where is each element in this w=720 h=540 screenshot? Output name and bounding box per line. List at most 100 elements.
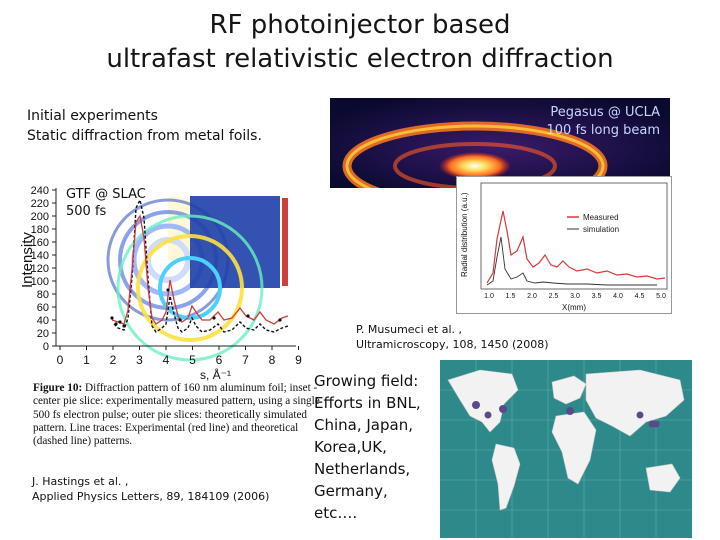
intensity-plot-svg: Intensity 0 20406080100120140160180200220… bbox=[19, 185, 302, 382]
radial-x-tick-label: 1.0 bbox=[484, 293, 494, 300]
data-point bbox=[122, 324, 126, 328]
data-point bbox=[212, 316, 216, 320]
data-point bbox=[178, 318, 182, 322]
caption-bold: Figure 10: bbox=[33, 382, 83, 394]
reference-hastings: J. Hastings et al. , Applied Physics Let… bbox=[32, 474, 269, 504]
radial-xlabel: X(mm) bbox=[562, 303, 586, 312]
radial-x-tick-label: 4.5 bbox=[635, 293, 645, 300]
data-point bbox=[166, 288, 170, 292]
x-tick-label: 5 bbox=[189, 353, 196, 367]
caption-text: Diffraction pattern of 160 nm aluminum f… bbox=[33, 382, 320, 448]
x-tick-label: 7 bbox=[242, 353, 249, 367]
x-tick-label: 0 bbox=[57, 353, 64, 367]
intensity-xticks: 0 1 2 3 4 5 6 7 8 9 bbox=[57, 346, 302, 367]
y-tick-label: 40 bbox=[37, 315, 49, 327]
y-tick-label: 140 bbox=[31, 250, 49, 262]
legend-measured-label: Measured bbox=[583, 213, 619, 222]
growing-line-6: Germany, etc…. bbox=[314, 482, 388, 522]
data-point bbox=[246, 314, 250, 318]
musumeci-line-2: Ultramicroscopy, 108, 1450 (2008) bbox=[356, 338, 549, 351]
radial-x-tick-label: 2.5 bbox=[549, 293, 559, 300]
y-tick-label: 180 bbox=[31, 224, 49, 236]
experiment-data-points bbox=[110, 288, 282, 328]
intensity-xlabel: s, Å⁻¹ bbox=[200, 367, 231, 382]
marker-slac bbox=[484, 411, 492, 419]
experiment-red-line bbox=[111, 214, 289, 325]
radial-legend: Measured simulation bbox=[567, 213, 619, 234]
y-tick-label: 200 bbox=[31, 211, 49, 223]
beam-ring-graphic bbox=[330, 98, 670, 188]
data-point bbox=[110, 316, 114, 320]
data-point bbox=[118, 320, 122, 324]
slide-title: RF photoinjector based ultrafast relativ… bbox=[0, 8, 720, 76]
y-tick-label: 220 bbox=[31, 198, 49, 210]
y-tick-label: 100 bbox=[31, 276, 49, 288]
growing-line-1: Growing field: bbox=[314, 372, 419, 390]
hastings-line-1: J. Hastings et al. , bbox=[32, 475, 129, 488]
continents bbox=[447, 369, 685, 511]
north-america bbox=[447, 369, 519, 433]
growing-line-2: Efforts in BNL, bbox=[314, 394, 421, 412]
y-tick-label: 160 bbox=[31, 237, 49, 249]
radial-x-tick-label: 3.0 bbox=[570, 293, 580, 300]
radial-measured-line bbox=[486, 210, 666, 284]
data-point bbox=[114, 322, 118, 326]
gtf-line-1: GTF @ SLAC bbox=[66, 187, 146, 202]
marker-bnl bbox=[499, 405, 507, 413]
reference-musumeci: P. Musumeci et al. , Ultramicroscopy, 10… bbox=[356, 322, 549, 352]
asia bbox=[585, 369, 685, 437]
figure-caption: Figure 10: Diffraction pattern of 160 nm… bbox=[33, 382, 329, 448]
colorbar bbox=[282, 198, 288, 286]
intensity-plot: Intensity 0 20 40 60 80 100 120 140 160 180 200 220… bbox=[18, 178, 308, 382]
intro-text: Initial experiments Static diffraction f… bbox=[27, 106, 262, 146]
growing-line-3: China, Japan, bbox=[314, 416, 413, 434]
research-markers bbox=[472, 401, 660, 428]
x-tick-label: 8 bbox=[269, 353, 276, 367]
radial-plot-frame bbox=[480, 182, 668, 290]
marker-ucla bbox=[472, 401, 480, 409]
world-map bbox=[440, 360, 692, 538]
beam-label-line-2: 100 fs long beam bbox=[546, 123, 661, 138]
legend-simulation-label: simulation bbox=[583, 225, 619, 234]
x-tick-label: 4 bbox=[163, 353, 170, 367]
radial-simulation-line bbox=[486, 236, 657, 286]
x-tick-label: 9 bbox=[295, 353, 302, 367]
y-tick-label: 120 bbox=[31, 263, 49, 275]
y-tick-label: 80 bbox=[37, 289, 49, 301]
europe bbox=[551, 375, 587, 405]
growing-line-4: Korea,UK, bbox=[314, 438, 387, 456]
south-america bbox=[491, 443, 521, 511]
x-tick-label: 3 bbox=[136, 353, 143, 367]
radial-distribution-plot: Radial distribution (a.u.) Measured simu… bbox=[456, 176, 672, 314]
x-tick-label: 1 bbox=[83, 353, 90, 367]
data-point bbox=[278, 318, 282, 322]
radial-x-tick-label: 5.0 bbox=[656, 293, 666, 300]
radial-plot-svg: Radial distribution (a.u.) Measured simu… bbox=[460, 182, 668, 312]
intro-line-1: Initial experiments bbox=[27, 108, 158, 124]
radial-x-tick-label: 4.0 bbox=[613, 293, 623, 300]
africa bbox=[551, 411, 597, 485]
theory-dashed-line bbox=[113, 197, 289, 333]
gtf-line-2: 500 fs bbox=[66, 204, 107, 219]
world-map-svg bbox=[440, 360, 692, 538]
x-tick-label: 2 bbox=[110, 353, 117, 367]
intensity-ylabel: Intensity bbox=[19, 232, 36, 288]
gtf-label: GTF @ SLAC 500 fs bbox=[66, 186, 146, 220]
radial-xticks: 1.0 1.5 2.0 2.5 3.0 3.5 4.0 4.5 5.0 bbox=[484, 293, 666, 300]
x-tick-label: 6 bbox=[216, 353, 223, 367]
radial-x-tick-label: 2.0 bbox=[527, 293, 537, 300]
radial-ylabel: Radial distribution (a.u.) bbox=[460, 192, 469, 277]
marker-china bbox=[636, 411, 644, 419]
radial-x-tick-label: 1.5 bbox=[506, 293, 516, 300]
musumeci-line-1: P. Musumeci et al. , bbox=[356, 323, 463, 336]
y-tick-label: 240 bbox=[31, 185, 49, 197]
hastings-line-2: Applied Physics Letters, 89, 184109 (200… bbox=[32, 490, 270, 503]
y-tick-label: 60 bbox=[37, 302, 49, 314]
intro-line-2: Static diffraction from metal foils. bbox=[27, 128, 262, 144]
marker-europe bbox=[566, 407, 574, 415]
beam-label: Pegasus @ UCLA 100 fs long beam bbox=[547, 104, 661, 140]
growing-line-5: Netherlands, bbox=[314, 460, 411, 478]
beam-label-line-1: Pegasus @ UCLA bbox=[550, 105, 660, 120]
y-tick-label: 20 bbox=[37, 328, 49, 340]
